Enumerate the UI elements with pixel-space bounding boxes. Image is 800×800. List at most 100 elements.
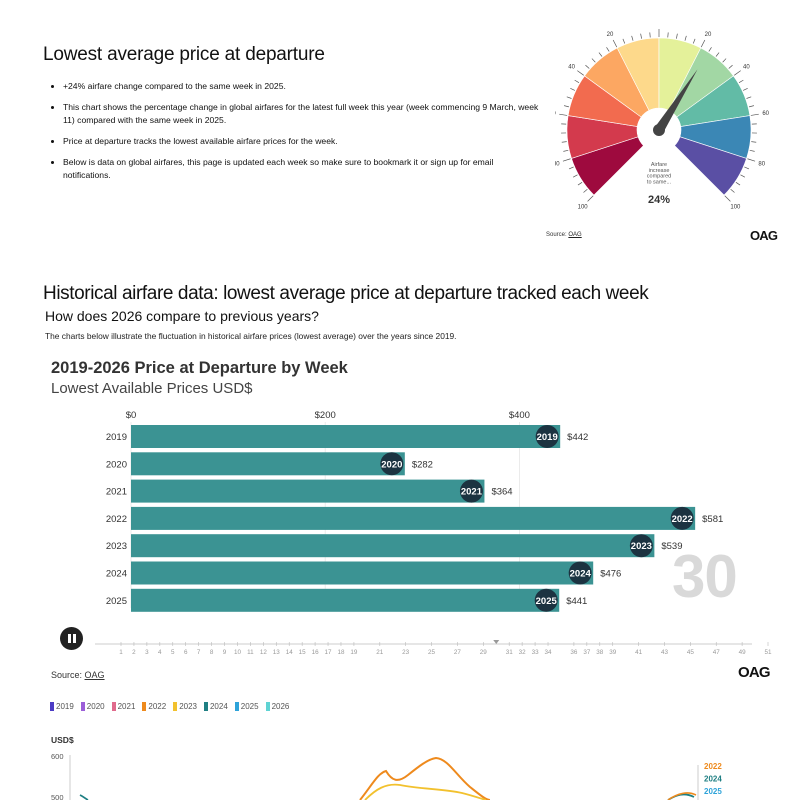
gauge-caption: increase (649, 168, 670, 174)
bar-value-label: $441 (566, 596, 587, 607)
timeline-label: 51 (764, 649, 772, 656)
gauge-tick (746, 96, 752, 99)
legend-label: 2022 (148, 702, 167, 711)
line-chart: 600 500 2022 2024 2025 (51, 752, 722, 800)
legend-item[interactable]: 2025 (234, 702, 259, 711)
gauge-tick (562, 158, 571, 162)
timeline-label: 10 (234, 649, 242, 656)
gauge-tick (728, 64, 733, 69)
oag-logo: OAG (738, 664, 771, 681)
bar-badge (459, 479, 483, 503)
gauge-tick-label: 80 (555, 161, 560, 167)
gauge-tick (561, 141, 567, 143)
gauge-source: Source: OAG (546, 232, 582, 238)
bar-value-label: $476 (600, 569, 621, 580)
bar (131, 425, 561, 448)
gauge-tick (598, 52, 603, 57)
legend-item[interactable]: 2020 (80, 702, 105, 711)
timeline-label: 4 (158, 649, 162, 656)
y-axis-label: USD$ (51, 735, 74, 745)
gauge-tick (724, 195, 731, 202)
airfare-gauge: 100 80 60 40 20 0 20 40 60 80 100 Airfareincreaseco… (555, 25, 770, 210)
timeline-label: 47 (713, 649, 721, 656)
gauge-cutout (596, 134, 722, 200)
bar-value-label: $282 (412, 459, 433, 470)
timeline-label: 23 (402, 649, 410, 656)
pause-button[interactable] (60, 627, 83, 650)
page-title: Lowest average price at departure (43, 44, 325, 65)
bar-badge-label: 2021 (461, 487, 483, 498)
gauge-tick (747, 158, 756, 162)
bar-badge (568, 561, 592, 585)
y-tick-label: 500 (51, 793, 64, 800)
list-item: +24% airfare change compared to the same… (63, 80, 543, 93)
gauge-tick (631, 35, 634, 41)
gauge-tick (640, 33, 642, 39)
summary-list: +24% airfare change compared to the same… (45, 80, 543, 190)
gauge-tick (591, 58, 596, 63)
legend-swatch (234, 702, 239, 711)
source-link[interactable]: OAG (84, 670, 105, 680)
bar-value-label: $442 (567, 432, 588, 443)
legend-item[interactable]: 2021 (111, 702, 136, 711)
gauge-tick (742, 87, 748, 91)
gauge-tick (676, 33, 678, 39)
legend-label: 2025 (240, 702, 259, 711)
bar-value-label: $539 (661, 541, 682, 552)
gauge-tick (606, 47, 610, 52)
section-title: Historical airfare data: lowest average … (43, 283, 649, 304)
timeline-label: 9 (223, 649, 227, 656)
timeline-label: 1 (119, 649, 123, 656)
timeline-label: 11 (247, 649, 254, 656)
gauge-tick (583, 189, 588, 193)
gauge-tick (566, 96, 572, 99)
gauge-tick (572, 174, 578, 178)
timeline-label: 33 (532, 649, 540, 656)
list-item: Below is data on global airfares, this p… (63, 156, 543, 182)
timeline-label: 27 (454, 649, 462, 656)
gauge-tick (722, 58, 727, 63)
chart-source: Source: OAG (51, 670, 105, 680)
y-tick-label: 2022 (106, 514, 127, 525)
timeline-label: 18 (337, 649, 345, 656)
legend-item[interactable]: 2026 (265, 702, 289, 711)
legend-swatch (173, 702, 178, 711)
timeline-label: 8 (210, 649, 214, 656)
y-tick-label: 2020 (106, 459, 127, 470)
list-item: This chart shows the percentage change i… (63, 101, 543, 127)
gauge-tick-label: 20 (705, 32, 712, 38)
series-end-label: 2024 (704, 775, 722, 784)
legend-swatch (50, 702, 54, 711)
gauge-tick (715, 52, 720, 57)
legend-label: 2023 (179, 702, 197, 711)
gauge-tick-label: 20 (607, 32, 614, 38)
gauge-needle (654, 69, 698, 133)
bar-badge-label: 2019 (537, 432, 558, 443)
gauge-tick (563, 105, 570, 108)
gauge-value: 24% (648, 194, 670, 206)
legend-item[interactable]: 2019 (50, 702, 74, 711)
bar-badge-label: 2020 (381, 459, 402, 470)
bar (131, 506, 696, 530)
timeline-handle[interactable] (493, 640, 500, 644)
bar-badge-label: 2025 (536, 596, 558, 607)
series-end-label: 2022 (704, 762, 722, 771)
y-tick-label: 600 (51, 752, 64, 761)
gauge-segment (674, 136, 747, 196)
legend-item[interactable]: 2023 (173, 702, 197, 711)
legend-label: 2021 (117, 702, 136, 711)
series-end-label: 2025 (704, 787, 722, 796)
legend-swatch (203, 702, 208, 711)
legend-item[interactable]: 2022 (142, 702, 166, 711)
legend-swatch (80, 702, 85, 711)
pause-icon (73, 634, 76, 643)
gauge-tick (751, 141, 757, 143)
source-prefix: Source: (546, 232, 569, 238)
chart-subtitle: Lowest Available Prices USD$ (51, 380, 253, 397)
source-link[interactable]: OAG (568, 232, 582, 238)
timeline-label: 39 (609, 649, 617, 656)
gauge-tick-label: 40 (743, 65, 750, 71)
legend-item[interactable]: 2024 (203, 702, 228, 711)
gauge-tick (749, 149, 755, 152)
y-tick-label: 2021 (106, 487, 127, 498)
